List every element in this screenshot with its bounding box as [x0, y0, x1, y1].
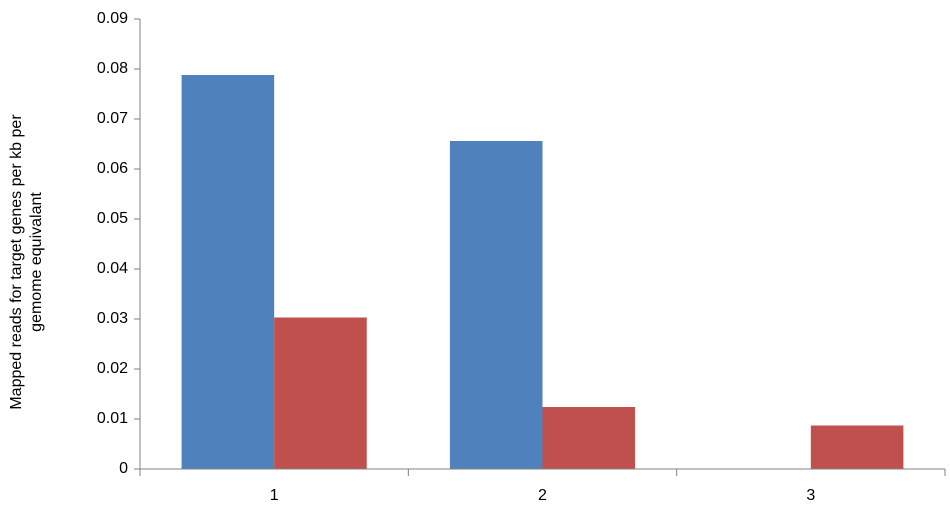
bar: [274, 317, 367, 469]
bar: [181, 75, 275, 469]
y-tick-label: 0.07: [97, 110, 128, 127]
bar: [810, 425, 904, 469]
y-tick-label: 0.03: [97, 310, 128, 327]
y-tick-label: 0: [119, 460, 128, 477]
y-axis-title-line: Mapped reads for target genes per kb per: [8, 114, 25, 410]
x-tick-label: 2: [538, 487, 547, 504]
x-tick-label: 1: [270, 487, 279, 504]
y-tick-label: 0.04: [97, 260, 128, 277]
bar: [542, 407, 636, 469]
y-tick-label: 0.01: [97, 410, 128, 427]
bar: [449, 141, 543, 469]
y-tick-label: 0.08: [97, 60, 128, 77]
y-axis-title-line: gemome equivalant: [28, 192, 45, 332]
y-tick-label: 0.02: [97, 360, 128, 377]
y-tick-label: 0.05: [97, 210, 128, 227]
y-tick-label: 0.09: [97, 10, 128, 27]
y-axis-title: Mapped reads for target genes per kb per…: [8, 114, 45, 410]
y-tick-label: 0.06: [97, 160, 128, 177]
x-tick-label: 3: [806, 487, 815, 504]
